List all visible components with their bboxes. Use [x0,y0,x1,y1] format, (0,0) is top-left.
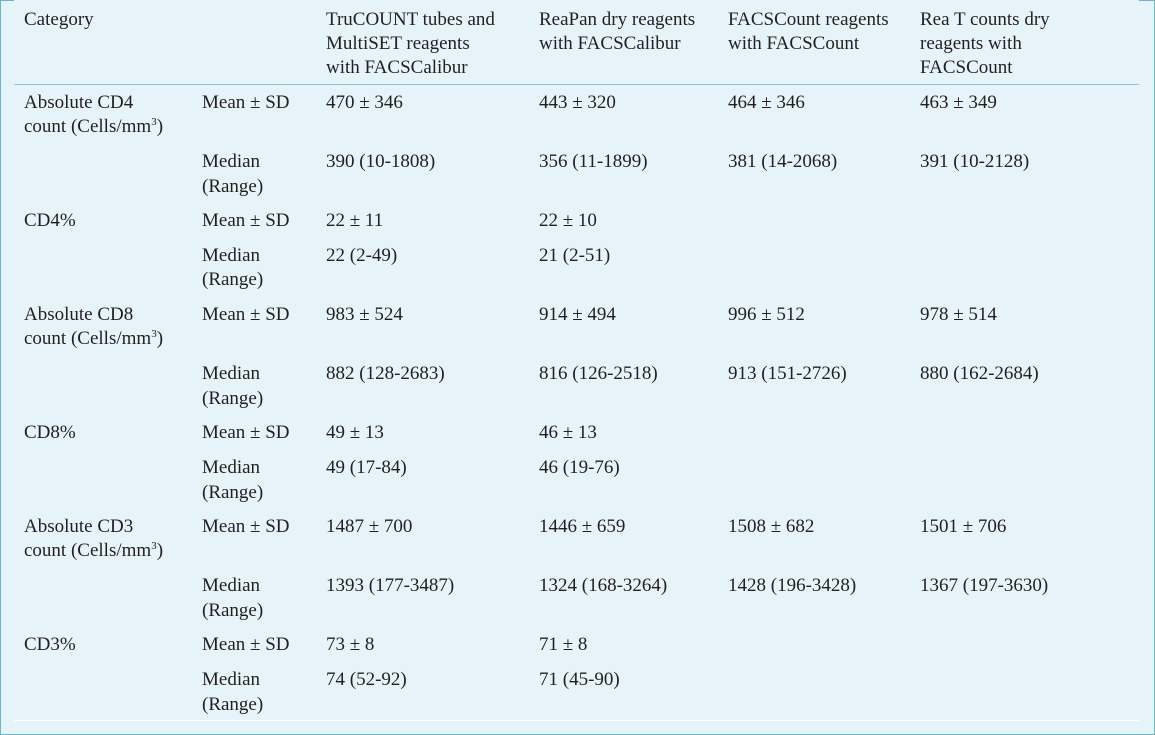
header-col3-line2: with FACSCount [728,33,860,54]
median-value-col1: 74 (52-92) [326,669,407,690]
mean-value-col3: 464 ± 346 [728,92,805,113]
mean-value-col1: 983 ± 524 [326,304,403,325]
row-category-line1: Absolute CD3 [24,516,134,537]
mean-label: Mean ± SD [202,304,290,325]
mean-label: Mean ± SD [202,210,290,231]
median-value-col4: 391 (10-2128) [920,151,1030,172]
row-category-line1: CD4% [24,210,76,231]
median-label-line2: (Range) [202,482,264,503]
median-value-col2: 21 (2-51) [539,245,611,266]
median-value-col1: 49 (17-84) [326,457,407,478]
mean-value-col1: 1487 ± 700 [326,516,413,537]
mean-value-col3: 996 ± 512 [728,304,805,325]
mean-value-col2: 22 ± 10 [539,210,597,231]
mean-value-col3: 1508 ± 682 [728,516,815,537]
header-divider [14,84,1139,85]
mean-label: Mean ± SD [202,92,290,113]
median-label-line1: Median [202,669,261,690]
median-label-line2: (Range) [202,269,264,290]
header-col1-line2: MultiSET reagents [326,33,470,54]
median-value-col1: 390 (10-1808) [326,151,436,172]
mean-value-col1: 22 ± 11 [326,210,384,231]
median-value-col4: 880 (162-2684) [920,363,1039,384]
median-label-line1: Median [202,363,261,384]
header-col4-line2: reagents with [920,33,1022,54]
row-category-line2: count (Cells/mm3) [24,540,164,561]
row-category-line1: CD3% [24,634,76,655]
mean-value-col4: 463 ± 349 [920,92,997,113]
header-col4-line1: Rea T counts dry [920,9,1050,30]
median-value-col3: 1428 (196-3428) [728,575,857,596]
median-value-col3: 381 (14-2068) [728,151,838,172]
mean-value-col1: 73 ± 8 [326,634,375,655]
header-col1-line1: TruCOUNT tubes and [326,9,495,30]
median-label-line2: (Range) [202,388,264,409]
mean-value-col2: 1446 ± 659 [539,516,626,537]
header-col4-line3: FACSCount [920,57,1013,78]
mean-value-col1: 470 ± 346 [326,92,403,113]
median-value-col2: 816 (126-2518) [539,363,658,384]
median-value-col2: 71 (45-90) [539,669,620,690]
mean-label: Mean ± SD [202,516,290,537]
median-value-col1: 882 (128-2683) [326,363,445,384]
median-label-line2: (Range) [202,694,264,715]
mean-label: Mean ± SD [202,422,290,443]
median-label-line1: Median [202,151,261,172]
row-category-line1: Absolute CD4 [24,92,134,113]
median-value-col2: 46 (19-76) [539,457,620,478]
header-col1-line3: with FACSCalibur [326,57,468,78]
header-col2-line1: ReaPan dry reagents [539,9,696,30]
mean-value-col2: 46 ± 13 [539,422,597,443]
mean-value-col4: 978 ± 514 [920,304,997,325]
median-value-col2: 1324 (168-3264) [539,575,668,596]
table-bottom-rule [14,720,1139,721]
median-value-col2: 356 (11-1899) [539,151,648,172]
row-category-line2: count (Cells/mm3) [24,328,164,349]
median-label-line1: Median [202,575,261,596]
mean-value-col2: 443 ± 320 [539,92,616,113]
header-col3-line1: FACSCount reagents [728,9,889,30]
median-label-line2: (Range) [202,176,264,197]
header-category: Category [24,9,94,30]
median-label-line2: (Range) [202,600,264,621]
mean-value-col1: 49 ± 13 [326,422,384,443]
median-value-col4: 1367 (197-3630) [920,575,1049,596]
median-value-col1: 22 (2-49) [326,245,398,266]
row-category-line1: Absolute CD8 [24,304,134,325]
header-col2-line2: with FACSCalibur [539,33,681,54]
median-value-col1: 1393 (177-3487) [326,575,455,596]
mean-label: Mean ± SD [202,634,290,655]
median-value-col3: 913 (151-2726) [728,363,847,384]
row-category-line1: CD8% [24,422,76,443]
row-category-line2: count (Cells/mm3) [24,116,164,137]
mean-value-col2: 914 ± 494 [539,304,616,325]
median-label-line1: Median [202,245,261,266]
mean-value-col2: 71 ± 8 [539,634,588,655]
median-label-line1: Median [202,457,261,478]
table-background [14,0,1139,720]
mean-value-col4: 1501 ± 706 [920,516,1007,537]
